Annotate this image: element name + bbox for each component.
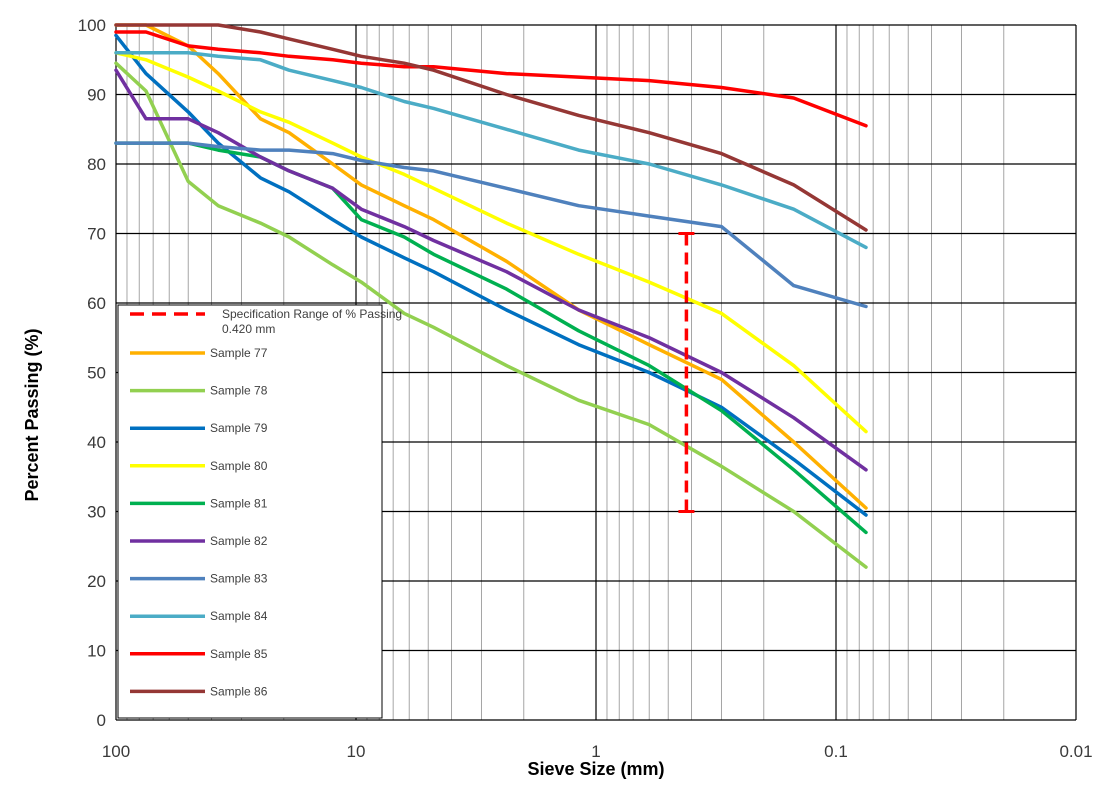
x-tick-label: 1 [591,742,600,761]
legend-label-sample-78: Sample 78 [210,384,268,398]
x-tick-label: 100 [102,742,130,761]
y-tick-label: 100 [78,16,106,35]
y-tick-label: 70 [87,225,106,244]
legend-label-sample-85: Sample 85 [210,647,268,661]
legend: Specification Range of % Passing 0.420 mm… [117,304,402,719]
y-tick-label: 10 [87,642,106,661]
legend-label-sample-83: Sample 83 [210,572,268,586]
legend-label-spec-range: Specification Range of % Passing 0.420 mm [222,307,402,336]
y-tick-label: 90 [87,86,106,105]
y-tick-label: 20 [87,572,106,591]
series-line-sample-83 [114,141,868,309]
y-tick-label: 50 [87,364,106,383]
y-tick-label: 40 [87,433,106,452]
legend-label-sample-86: Sample 86 [210,684,268,698]
x-tick-label: 0.1 [824,742,848,761]
legend-box [117,304,383,719]
legend-label-sample-81: Sample 81 [210,496,268,510]
series-line-sample-84 [114,51,868,250]
series-line-sample-77 [114,23,868,510]
x-tick-label: 10 [347,742,366,761]
legend-label-sample-79: Sample 79 [210,421,268,435]
y-tick-label: 80 [87,155,106,174]
x-axis-tick-labels: 100 10 1 0.1 0.01 [102,742,1093,761]
y-tick-label: 30 [87,503,106,522]
y-tick-label: 0 [97,711,106,730]
x-axis-title: Sieve Size (mm) [527,759,664,779]
x-tick-label: 0.01 [1059,742,1092,761]
legend-label-sample-84: Sample 84 [210,609,268,623]
y-tick-label: 60 [87,294,106,313]
spec-range-layer [678,232,695,513]
legend-label-sample-77: Sample 77 [210,346,268,360]
y-axis-title: Percent Passing (%) [22,328,42,501]
y-axis-tick-labels: 0 10 20 30 40 50 60 70 80 90 100 [78,16,106,730]
series-line-sample-85 [114,30,868,128]
legend-label-sample-82: Sample 82 [210,534,268,548]
legend-label-sample-80: Sample 80 [210,459,268,473]
series-line-sample-86 [114,23,868,232]
